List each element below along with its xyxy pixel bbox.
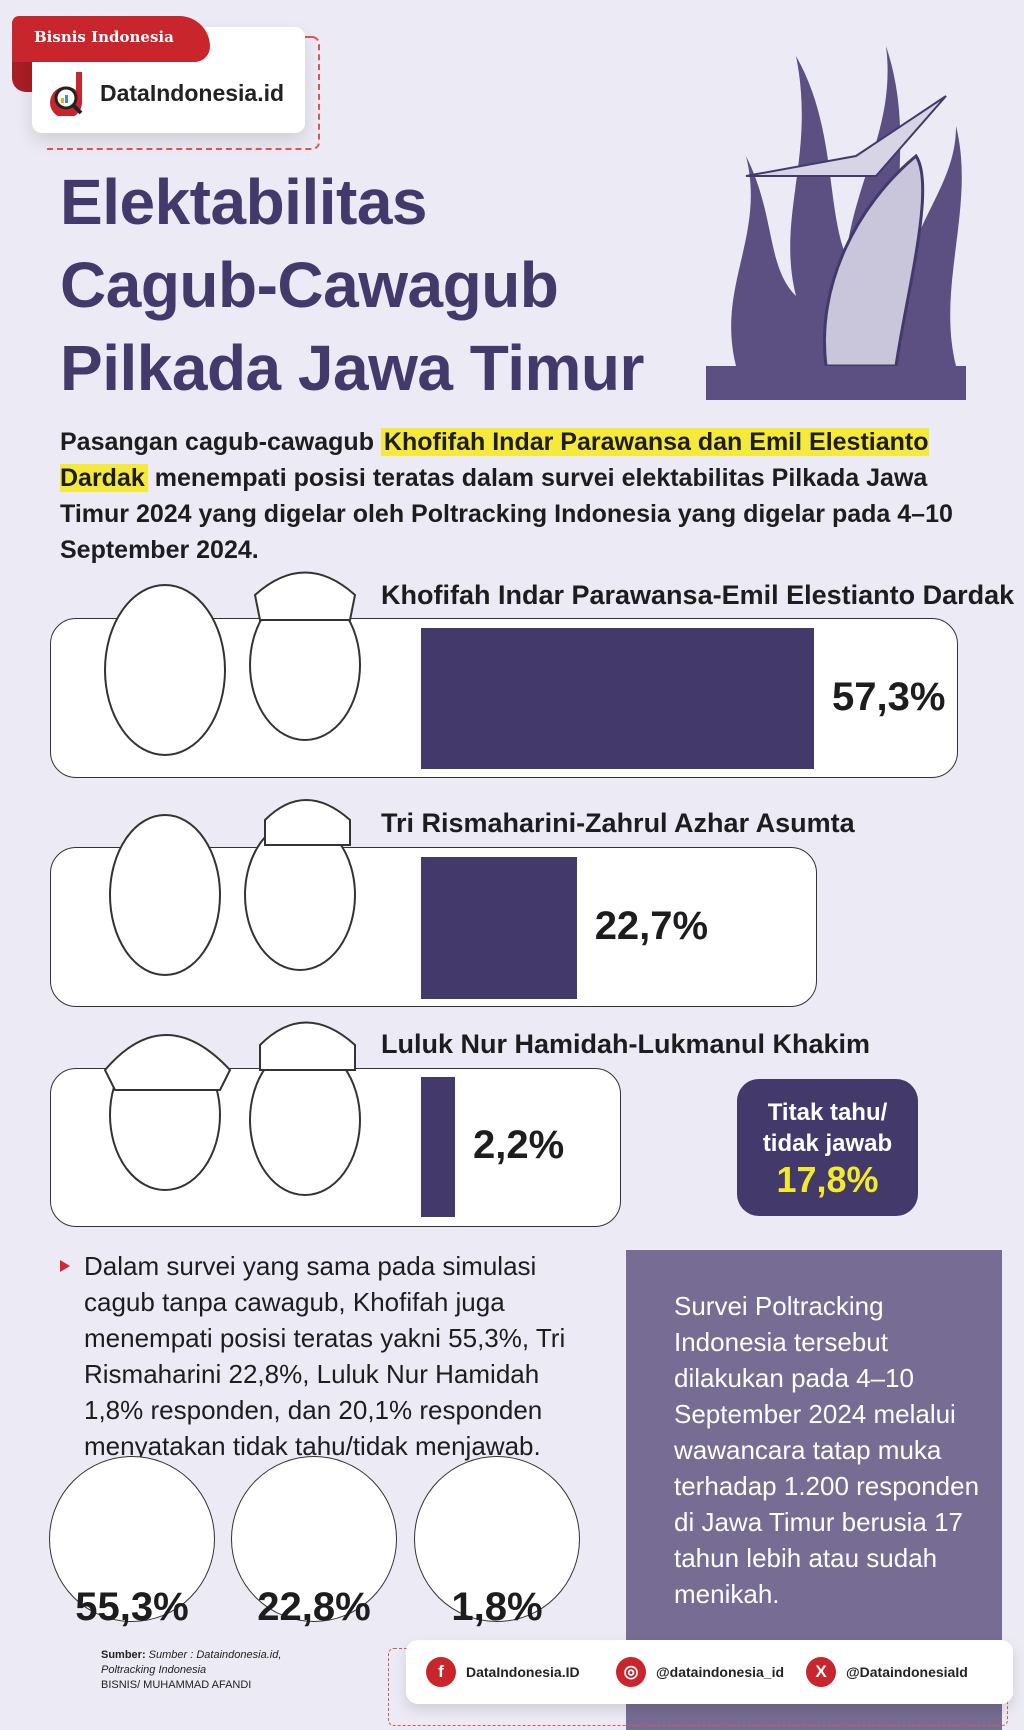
candidate-label-1: Khofifah Indar Parawansa-Emil Elestianto…: [381, 580, 1015, 610]
bar-value-1: 57,3%: [832, 674, 946, 719]
bar-value-2: 22,7%: [594, 904, 709, 948]
source-label: Sumber:: [101, 1649, 146, 1661]
facebook-handle: DataIndonesia.ID: [466, 1664, 580, 1680]
intro-paragraph: Pasangan cagub-cawagub Khofifah Indar Pa…: [60, 424, 990, 568]
bar-2: [421, 857, 577, 999]
solo-value-3: 1,8%: [451, 1585, 543, 1629]
bar-value-3: 2,2%: [473, 1123, 565, 1167]
source-text: Sumber : Dataindonesia.id,: [145, 1649, 282, 1661]
intro-text: Pasangan cagub-cawagub: [60, 428, 381, 456]
social-instagram[interactable]: ◎ @dataindonesia_id: [616, 1657, 806, 1687]
credit: BISNIS/ MUHAMMAD AFANDI: [101, 1679, 252, 1691]
title-line-2: Cagub-Cawagub: [60, 249, 559, 321]
title-line-3: Pilkada Jawa Timur: [60, 332, 644, 404]
undecided-label-1: Titak tahu/: [767, 1099, 888, 1126]
publisher-name: Bisnis Indonesia: [34, 28, 174, 46]
source-note: Sumber: Sumber : Dataindonesia.id, Poltr…: [101, 1648, 281, 1693]
bullet-triangle-icon: [60, 1260, 70, 1272]
candidate-label-2: Tri Rismaharini-Zahrul Azhar Asumta: [381, 808, 855, 838]
title-line-1: Elektabilitas: [60, 166, 428, 238]
solo-portrait-luluk: [414, 1456, 580, 1622]
social-x[interactable]: X @DataindonesiaId: [806, 1657, 996, 1687]
solo-value-2: 22,8%: [257, 1585, 371, 1629]
solo-value-1: 55,3%: [75, 1585, 189, 1629]
reog-illustration: [706, 46, 966, 400]
undecided-label-2: tidak jawab: [762, 1130, 893, 1157]
social-bar: f DataIndonesia.ID ◎ @dataindonesia_id X @D…: [406, 1640, 1013, 1704]
candidate-label-3: Luluk Nur Hamidah-Lukmanul Khakim: [381, 1029, 871, 1059]
intro-text-end: menempati posisi teratas dalam survei el…: [60, 464, 953, 564]
magnifier-logo-icon: [50, 72, 83, 116]
x-icon: X: [806, 1657, 836, 1687]
source-line-2: Poltracking Indonesia: [101, 1664, 207, 1676]
instagram-icon: ◎: [616, 1657, 646, 1687]
social-facebook[interactable]: f DataIndonesia.ID: [426, 1657, 616, 1687]
candidate-portraits: [103, 571, 361, 1196]
bar-1: [421, 628, 814, 769]
undecided-box: Titak tahu/ tidak jawab 17,8%: [737, 1079, 918, 1216]
x-handle: @DataindonesiaId: [846, 1664, 968, 1680]
solo-portrait-risma: [231, 1456, 397, 1622]
undecided-value: 17,8%: [776, 1159, 879, 1200]
site-name: DataIndonesia.id: [100, 79, 285, 106]
bar-3: [421, 1077, 455, 1217]
bullet-note: Dalam survei yang sama pada simulasi cag…: [60, 1248, 580, 1464]
bisnis-indonesia-logo: Bisnis Indonesia: [12, 16, 210, 62]
info-text: Survei Poltracking Indonesia tersebut di…: [674, 1291, 980, 1609]
instagram-handle: @dataindonesia_id: [656, 1664, 785, 1680]
bullet-text: Dalam survei yang sama pada simulasi cag…: [84, 1251, 566, 1461]
facebook-icon: f: [426, 1657, 456, 1687]
solo-portrait-khofifah: [49, 1456, 215, 1622]
